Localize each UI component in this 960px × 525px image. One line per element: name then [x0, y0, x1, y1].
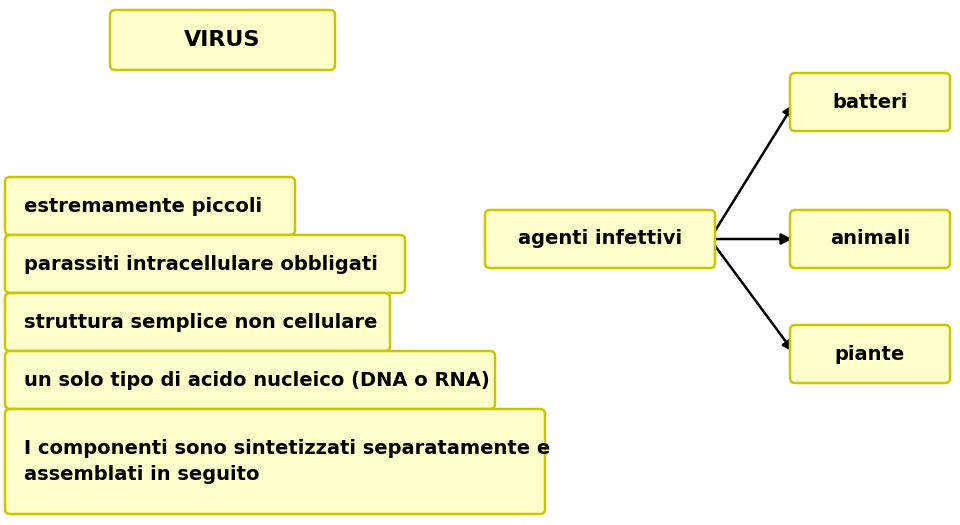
Text: agenti infettivi: agenti infettivi — [518, 229, 682, 248]
Text: I componenti sono sintetizzati separatamente e
assemblati in seguito: I componenti sono sintetizzati separatam… — [24, 439, 550, 484]
FancyBboxPatch shape — [110, 10, 335, 70]
FancyBboxPatch shape — [5, 409, 545, 514]
FancyBboxPatch shape — [790, 73, 950, 131]
Text: struttura semplice non cellulare: struttura semplice non cellulare — [24, 312, 377, 331]
Text: un solo tipo di acido nucleico (DNA o RNA): un solo tipo di acido nucleico (DNA o RN… — [24, 371, 490, 390]
FancyBboxPatch shape — [485, 210, 715, 268]
Text: VIRUS: VIRUS — [184, 30, 261, 50]
Text: estremamente piccoli: estremamente piccoli — [24, 196, 262, 215]
Text: parassiti intracellulare obbligati: parassiti intracellulare obbligati — [24, 255, 378, 274]
FancyBboxPatch shape — [790, 210, 950, 268]
Text: batteri: batteri — [832, 92, 908, 111]
FancyBboxPatch shape — [5, 177, 295, 235]
FancyBboxPatch shape — [5, 351, 495, 409]
FancyBboxPatch shape — [790, 325, 950, 383]
FancyBboxPatch shape — [5, 293, 390, 351]
FancyBboxPatch shape — [5, 235, 405, 293]
Text: piante: piante — [835, 344, 905, 363]
Text: animali: animali — [829, 229, 910, 248]
